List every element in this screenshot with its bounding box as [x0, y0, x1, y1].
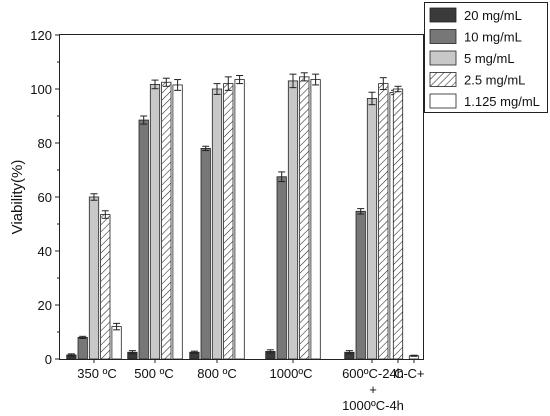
legend-label: 20 mg/mL: [464, 8, 522, 23]
y-tick-label: 0: [45, 352, 52, 367]
bar: [161, 81, 172, 360]
bar: [366, 98, 378, 360]
bar: [100, 214, 111, 360]
x-category-label: 1000ºC-4h: [342, 398, 404, 413]
bar: [276, 176, 287, 360]
bar: [111, 326, 122, 360]
x-category-label: 1000ºC: [269, 366, 312, 381]
bar: [172, 84, 183, 360]
x-category-label: 600ºC-24h: [342, 366, 404, 381]
legend-label: 2.5 mg/mL: [464, 73, 525, 88]
bar: [138, 119, 149, 360]
bar: [299, 76, 310, 360]
x-category-label: 500 ºC: [134, 366, 173, 381]
legend-swatch: [429, 72, 457, 87]
legend: 20 mg/mL 10 mg/mL 5 mg/mL 2.5 mg/mL 1.125 mg…: [424, 2, 548, 113]
bar: [211, 88, 223, 360]
bar: [223, 83, 234, 360]
y-tick-label: 80: [38, 136, 52, 151]
x-category-label: C+: [408, 366, 425, 381]
legend-label: 10 mg/mL: [464, 30, 522, 45]
legend-label: 1.125 mg/mL: [464, 94, 540, 109]
legend-swatch: [429, 7, 457, 23]
plot-frame: [59, 34, 424, 360]
y-axis-title: Viability(%): [9, 160, 26, 235]
x-axis: 350 ºC 500 ºC 800 ºC 1000ºC 600ºC-24h+1000ºC…: [77, 359, 424, 413]
y-axis: 0 20 40 60 80 100 120: [30, 28, 60, 367]
x-category-label: C-: [394, 366, 408, 381]
bar: [200, 147, 211, 360]
bar: [392, 88, 404, 360]
bar: [88, 196, 100, 360]
bar: [355, 210, 366, 360]
legend-swatch: [429, 50, 457, 66]
y-tick-label: 100: [30, 82, 52, 97]
legend-swatch: [429, 93, 457, 109]
legend-swatch: [429, 29, 457, 44]
bar-marks: [66, 72, 420, 360]
y-tick-label: 20: [38, 298, 52, 313]
x-category-label: 800 ºC: [197, 366, 236, 381]
x-category-label: 350 ºC: [77, 366, 116, 381]
bar: [234, 79, 245, 360]
bar: [149, 84, 161, 360]
legend-label: 5 mg/mL: [464, 51, 515, 66]
bar: [287, 80, 299, 360]
y-tick-label: 40: [38, 244, 52, 259]
bar: [310, 79, 321, 360]
y-tick-label: 120: [30, 28, 52, 43]
bar: [378, 83, 389, 360]
y-tick-label: 60: [38, 190, 52, 205]
bar: [77, 336, 88, 360]
x-category-label: +: [369, 382, 377, 397]
